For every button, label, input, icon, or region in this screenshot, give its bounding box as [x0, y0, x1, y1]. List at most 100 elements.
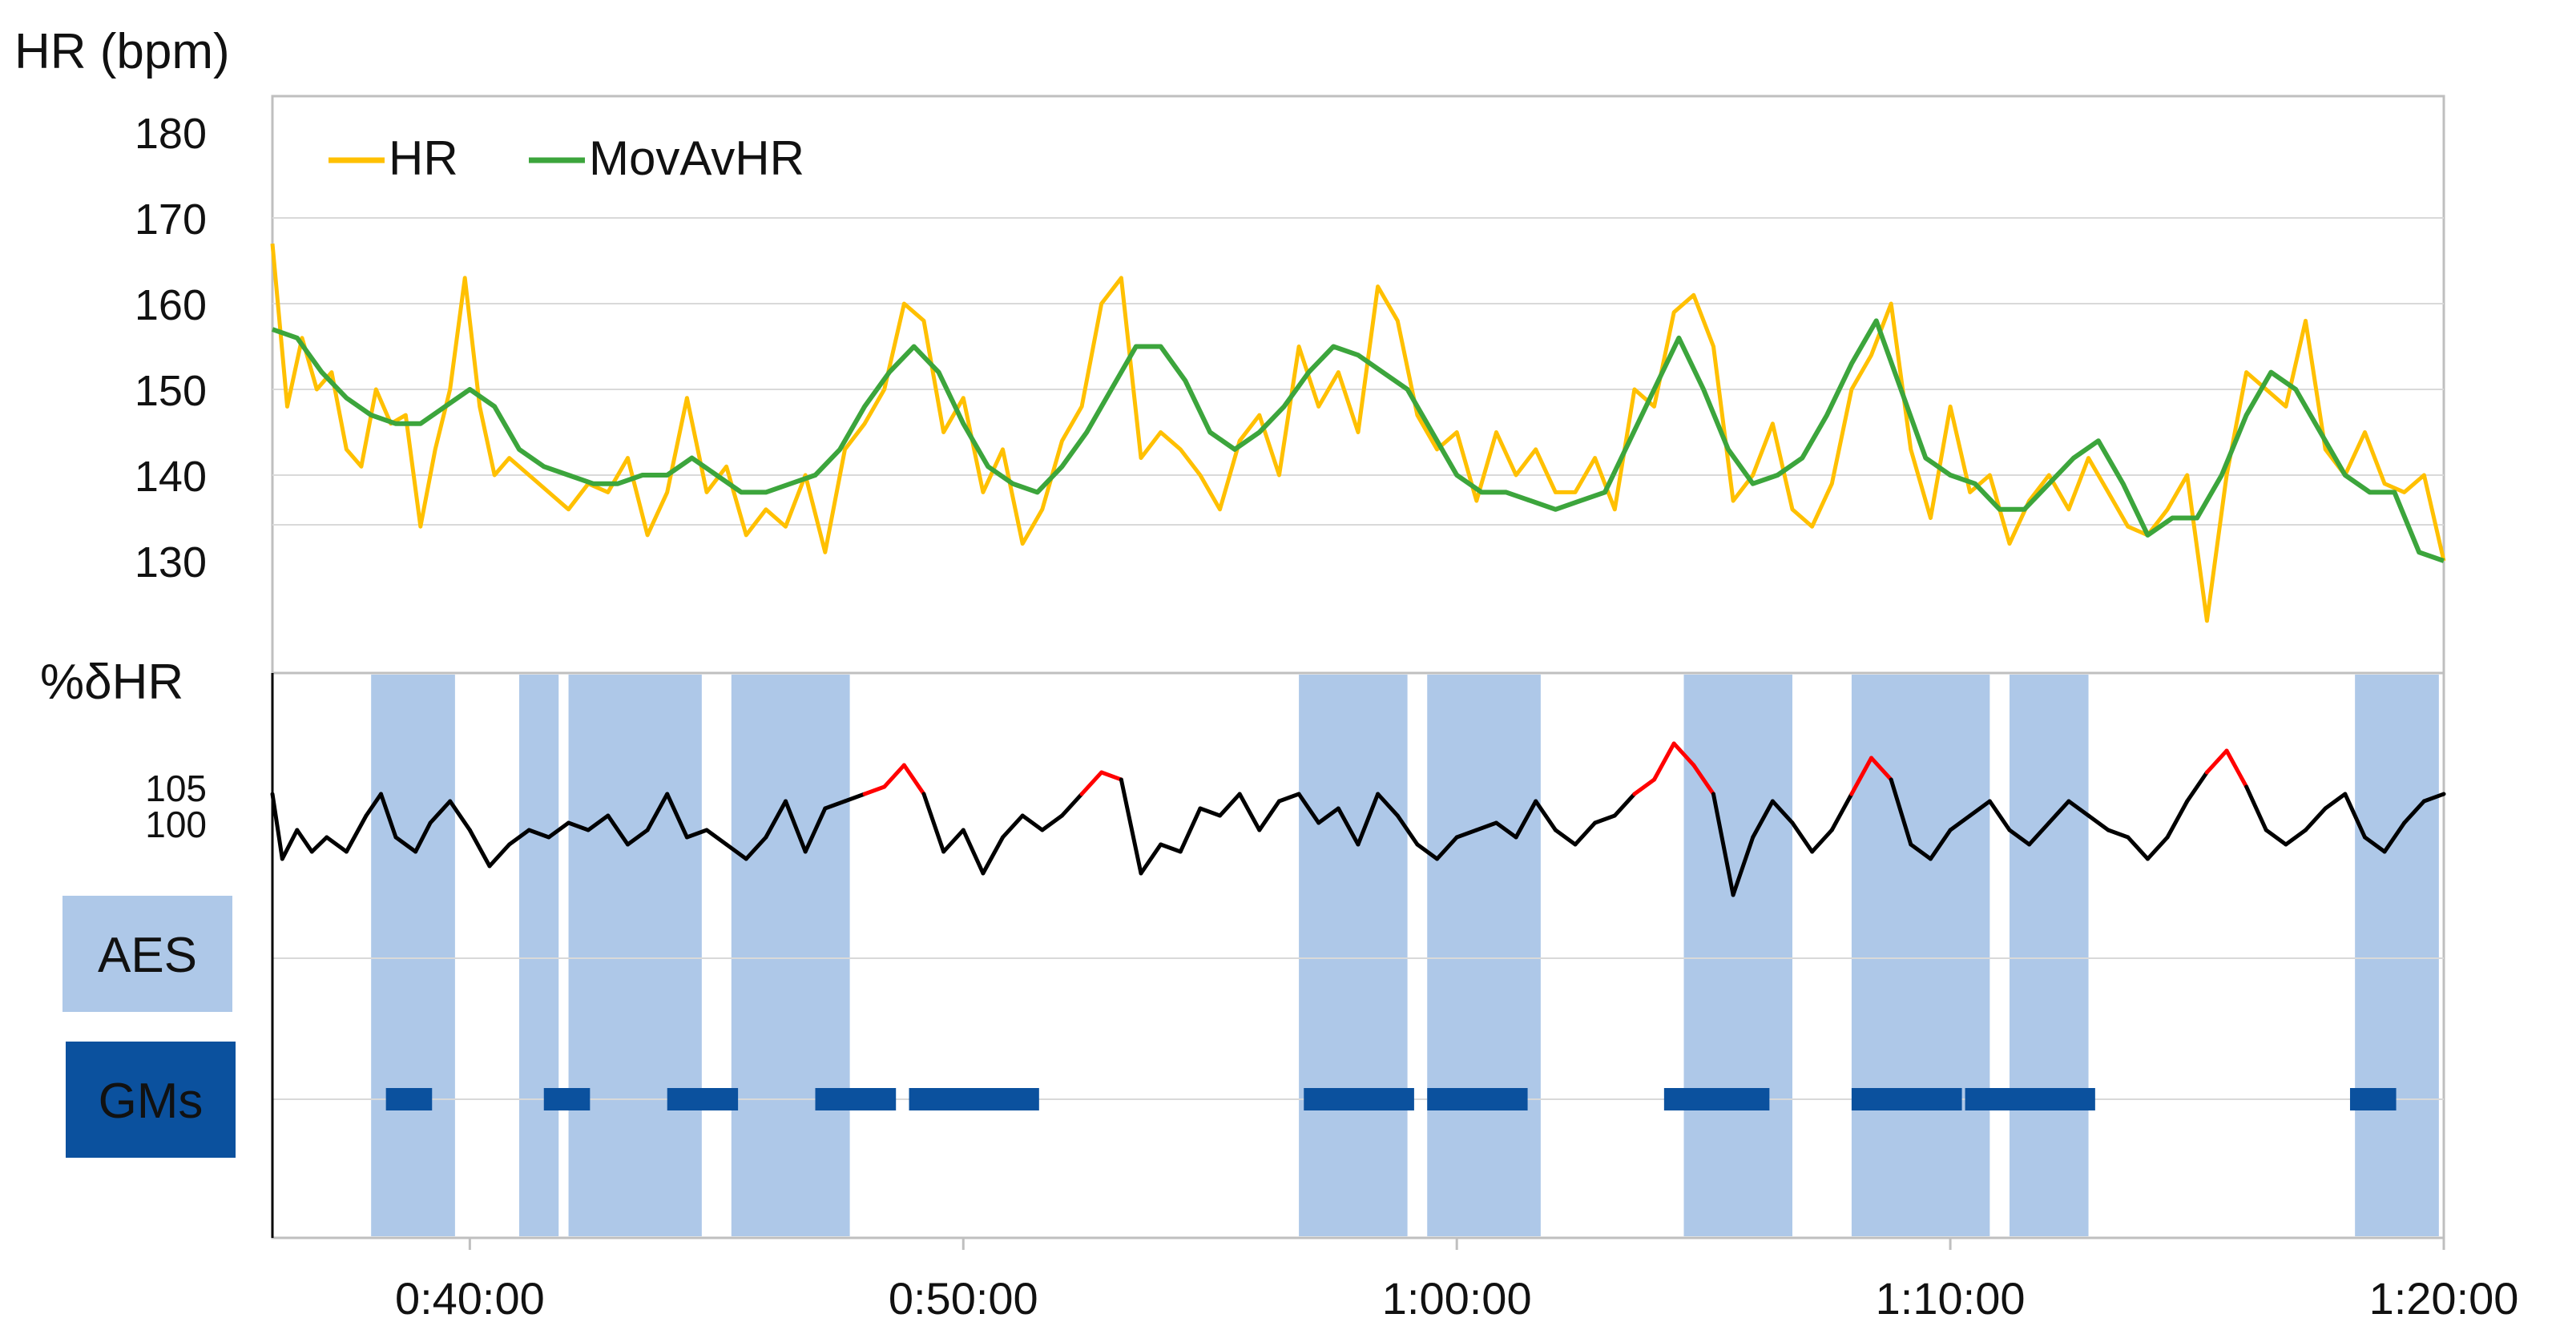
pct-delta-hr-segment	[487, 842, 512, 869]
top-panel-gridlines	[272, 217, 2444, 526]
pct-delta-hr-segment	[784, 799, 808, 854]
pct-delta-hr-segment	[379, 792, 398, 840]
x-tick-label: 1:20:00	[2369, 1273, 2519, 1324]
pct-delta-hr-segment	[724, 842, 748, 861]
pct-delta-hr-segment	[704, 828, 729, 847]
pct-delta-hr-segment	[2086, 813, 2110, 832]
pct-delta-hr-segment-high	[1079, 770, 1104, 796]
aes-band	[1427, 675, 1541, 1236]
pct-delta-hr-segment-high	[1691, 763, 1715, 796]
pct-delta-hr-segment	[1770, 799, 1795, 825]
bottom-y-tick-label: 105	[145, 768, 207, 809]
pct-delta-hr-segment	[2402, 799, 2426, 825]
pct-delta-hr-segment	[665, 792, 689, 840]
pct-delta-hr-segment	[1612, 792, 1637, 818]
aes-band	[568, 675, 702, 1236]
aes-band	[1851, 675, 1990, 1236]
pct-delta-hr-segment	[2382, 820, 2407, 854]
aes-band	[518, 675, 559, 1236]
pct-delta-hr-segment	[2145, 835, 2170, 861]
pct-delta-hr-segment	[2066, 799, 2091, 818]
gms-bar	[815, 1088, 897, 1110]
pct-delta-hr-segment	[1573, 820, 1598, 847]
pct-delta-hr-segment	[2165, 799, 2190, 840]
top-y-tick-label: 140	[135, 453, 207, 501]
aes-band	[731, 675, 850, 1236]
bottom-y-tick-label: 100	[145, 804, 207, 845]
pct-delta-hr-segment-high	[2204, 748, 2229, 775]
pct-delta-hr-segment	[1790, 820, 1815, 854]
pct-delta-hr-segment	[1395, 813, 1420, 847]
pct-delta-hr-segment	[507, 828, 531, 847]
pct-delta-hr-segment	[1059, 792, 1084, 818]
pct-delta-hr-segment	[2304, 806, 2328, 832]
pct-delta-hr-segment	[1276, 792, 1301, 804]
top-y-tick-label: 130	[135, 538, 207, 586]
pct-delta-hr-segment-high	[882, 763, 906, 789]
pct-delta-hr-segment	[1810, 828, 1834, 854]
pct-delta-hr-segment	[1968, 799, 1992, 818]
pct-delta-hr-segment	[2244, 784, 2268, 832]
hr-line	[270, 243, 2446, 623]
pct-delta-hr-segment	[467, 828, 492, 869]
aes-label-text: AES	[98, 928, 197, 983]
hr-series	[270, 243, 2446, 623]
pct-delta-hr-segment-high	[1671, 741, 1696, 768]
aes-label-box: AES	[62, 896, 232, 1012]
movav-hr-series	[272, 318, 2445, 563]
gms-bar	[2349, 1088, 2397, 1110]
pct-delta-hr-segment	[1731, 835, 1756, 897]
pct-delta-hr-segment	[1257, 799, 1281, 832]
pct-delta-hr-segment	[1040, 813, 1064, 832]
gms-bar	[1965, 1088, 2095, 1110]
pct-delta-hr-segment-high	[1652, 741, 1676, 782]
x-tick-labels: 0:40:00 0:50:00 1:00:00 1:10:00 1:20:00	[395, 1238, 2518, 1324]
pct-delta-hr-segment	[823, 799, 847, 811]
pct-delta-hr-segment	[1198, 806, 1223, 818]
bottom-panel-ylabel: %δHR	[40, 655, 183, 710]
pct-delta-hr-segment	[280, 828, 300, 861]
pct-delta-hr-segment	[1454, 828, 1479, 840]
gms-label-box: GMs	[66, 1042, 236, 1158]
gms-label-box-bg	[66, 1042, 236, 1158]
pct-delta-hr-segment	[1296, 792, 1321, 825]
gms-bar	[909, 1088, 1039, 1110]
pct-delta-hr-segment	[921, 792, 946, 854]
pct-delta-hr-segment	[2185, 770, 2209, 804]
pct-delta-hr-segment-high	[1099, 770, 1123, 782]
pct-delta-hr-segment	[2046, 799, 2071, 825]
pct-delta-hr-segment	[270, 792, 284, 861]
pct-delta-hr-segment	[2027, 820, 2051, 847]
pct-delta-hr-segment	[448, 799, 472, 832]
gms-bar	[667, 1088, 739, 1110]
gms-bar	[1427, 1088, 1528, 1110]
gms-bar	[543, 1088, 591, 1110]
pct-delta-hr-segment	[1316, 806, 1340, 825]
pct-delta-hr-segment	[803, 806, 828, 854]
pct-delta-hr-segment	[1159, 842, 1183, 854]
pct-delta-hr-segment	[428, 799, 453, 825]
aes-band	[2355, 675, 2439, 1236]
pct-delta-hr-segment	[364, 792, 383, 818]
aes-label-box-bg	[62, 896, 232, 1012]
x-tick-label: 0:40:00	[395, 1273, 545, 1324]
pct-delta-hr-segment	[2264, 828, 2288, 847]
pct-delta-hr-segment	[393, 835, 418, 854]
pct-delta-hr-segment	[764, 799, 788, 840]
gms-bars	[385, 1088, 2397, 1110]
pct-delta-hr-segment	[645, 792, 670, 832]
x-tick-label: 1:10:00	[1876, 1273, 2026, 1324]
pct-delta-hr-segment	[2323, 792, 2348, 811]
aes-band	[1683, 675, 1792, 1236]
pct-delta-hr-segment	[546, 820, 571, 840]
pct-delta-hr-segment	[1711, 792, 1735, 897]
pct-delta-hr-segment	[526, 828, 551, 840]
pct-delta-hr-segment	[344, 813, 369, 854]
top-panel-frame	[271, 95, 2445, 675]
legend: HR MovAvHR	[329, 131, 804, 185]
gms-bar	[1851, 1088, 1962, 1110]
pct-delta-hr-segment	[2284, 828, 2308, 847]
pct-delta-hr-segment	[625, 828, 650, 847]
aes-band	[1299, 675, 1408, 1236]
